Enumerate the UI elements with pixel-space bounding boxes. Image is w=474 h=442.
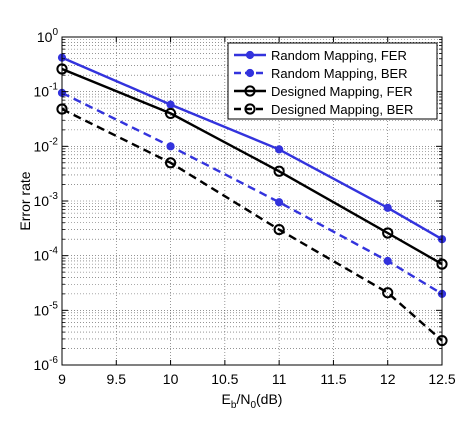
data-point: [275, 198, 284, 207]
y-tick-label: 10-5: [34, 300, 59, 318]
data-point: [273, 223, 285, 236]
data-point: [164, 157, 177, 169]
y-tick-label: 10-4: [34, 246, 59, 264]
series-2: [57, 88, 447, 298]
y-tick-label: 100: [37, 27, 59, 45]
x-tick-label: 10.5: [211, 371, 238, 387]
y-tick-label: 10-1: [34, 82, 59, 100]
series-line: [61, 67, 443, 266]
x-tick-label: 12.5: [428, 371, 455, 387]
data-point: [382, 227, 394, 239]
x-axis-label: Eb/N0(dB): [222, 391, 283, 411]
y-tick-label: 10-3: [34, 191, 59, 209]
legend-marker: [245, 50, 255, 60]
x-tick-label: 11: [272, 371, 287, 387]
legend-label: Random Mapping, FER: [271, 48, 407, 63]
series-1: [57, 53, 447, 244]
legend-entry: Random Mapping, BER: [234, 66, 408, 81]
x-tick-label: 11.5: [320, 371, 346, 387]
y-tick-label: 10-2: [34, 136, 59, 154]
y-tick-label: 10-6: [34, 355, 59, 373]
tick-marks: [61, 36, 443, 366]
series-line: [61, 91, 443, 295]
data-point: [273, 165, 285, 177]
y-axis-label: Error rate: [17, 171, 33, 230]
data-point: [164, 107, 177, 120]
legend-label: Random Mapping, BER: [271, 66, 408, 81]
data-point: [382, 287, 394, 299]
data-point: [275, 145, 284, 154]
x-tick-label: 9.5: [107, 371, 127, 387]
x-tick-label: 10: [163, 371, 179, 387]
legend-entry: Random Mapping, FER: [234, 48, 407, 63]
legend-label: Designed Mapping, FER: [271, 84, 413, 99]
x-tick-label: 12: [380, 371, 396, 387]
data-point: [166, 142, 175, 151]
series-line: [61, 108, 443, 342]
legend-marker: [244, 103, 256, 115]
legend-entry: Designed Mapping, BER: [234, 102, 413, 117]
y-tick-labels: 100 10-1 10-2 10-3 10-4 10-5 10-6: [34, 27, 59, 373]
legend-label: Designed Mapping, BER: [271, 102, 413, 117]
legend-entry: Designed Mapping, FER: [234, 84, 413, 99]
data-point: [383, 256, 392, 266]
series-layer: [56, 53, 448, 347]
data-point: [166, 100, 175, 109]
legend: Random Mapping, FER Random Mapping, BER De…: [227, 42, 438, 120]
data-point: [383, 203, 392, 212]
x-tick-label: 9: [58, 371, 66, 387]
legend-marker: [244, 85, 256, 97]
legend-marker: [245, 68, 255, 78]
x-tick-labels: 9 9.5 10 10.5 11 11.5 12 12.5: [58, 371, 456, 387]
